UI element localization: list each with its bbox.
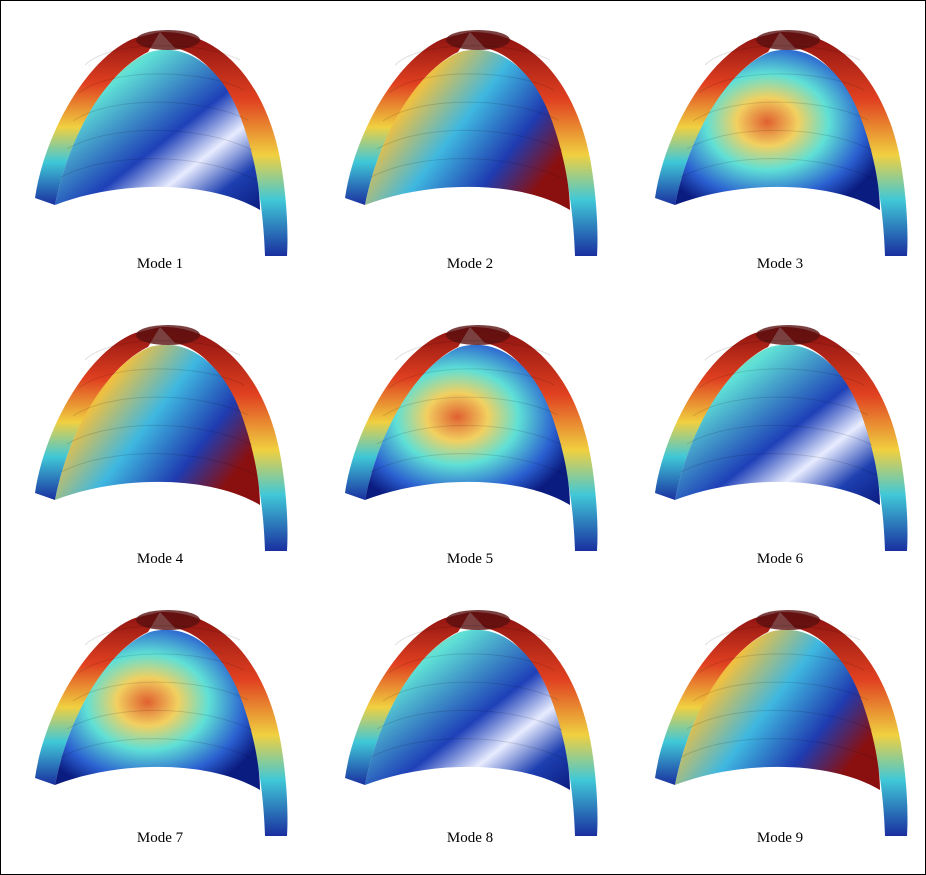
mode-label: Mode 2 bbox=[447, 256, 493, 272]
mode-label: Mode 6 bbox=[757, 551, 804, 567]
mode-label: Mode 7 bbox=[137, 830, 184, 846]
mode-label: Mode 1 bbox=[137, 256, 183, 272]
mode-label: Mode 3 bbox=[757, 256, 803, 272]
mode-label: Mode 4 bbox=[137, 551, 184, 567]
mode-label: Mode 9 bbox=[757, 830, 803, 846]
figure: Mode 1 Mode 2 Mode 3 Mode 4 Mode 5 Mode 6 Mode… bbox=[0, 0, 926, 875]
mode-label: Mode 8 bbox=[447, 830, 493, 846]
panels bbox=[35, 30, 907, 836]
mode-label: Mode 5 bbox=[447, 551, 493, 567]
